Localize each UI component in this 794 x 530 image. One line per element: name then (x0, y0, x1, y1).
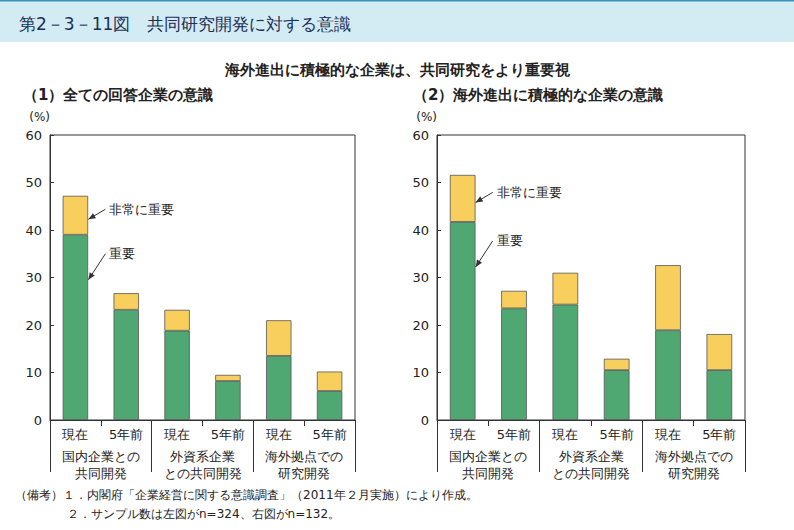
svg-text:10: 10 (25, 365, 42, 380)
svg-text:現在: 現在 (266, 427, 292, 442)
svg-text:60: 60 (25, 128, 42, 143)
svg-text:5年前: 5年前 (211, 427, 245, 442)
svg-text:外資系企業: 外資系企業 (170, 449, 235, 464)
svg-text:海外進出に積極的な企業は、共同研究をより重要視: 海外進出に積極的な企業は、共同研究をより重要視 (224, 61, 571, 79)
svg-text:非常に重要: 非常に重要 (497, 185, 562, 200)
svg-text:30: 30 (412, 270, 429, 285)
svg-text:5年前: 5年前 (702, 427, 736, 442)
svg-text:海外拠点での: 海外拠点での (655, 449, 733, 464)
svg-text:重要: 重要 (497, 233, 523, 248)
svg-text:研究開発: 研究開発 (278, 466, 330, 481)
svg-text:（備考）１．内閣府「企業経営に関する意識調査」（2011年２: （備考）１．内閣府「企業経営に関する意識調査」（2011年２月実施）により作成。 (15, 488, 478, 502)
svg-text:海外拠点での: 海外拠点での (265, 449, 343, 464)
svg-text:共同開発: 共同開発 (75, 466, 127, 481)
svg-text:40: 40 (25, 223, 42, 238)
svg-text:（2）海外進出に積極的な企業の意識: （2）海外進出に積極的な企業の意識 (413, 86, 663, 104)
svg-text:20: 20 (412, 318, 429, 333)
svg-text:国内企業との: 国内企業との (62, 449, 140, 464)
svg-text:現在: 現在 (450, 427, 476, 442)
svg-text:現在: 現在 (164, 427, 190, 442)
svg-text:国内企業との: 国内企業との (449, 449, 527, 464)
svg-text:（1）全ての回答企業の意識: （1）全ての回答企業の意識 (23, 86, 213, 104)
svg-text:10: 10 (412, 365, 429, 380)
svg-text:50: 50 (412, 175, 429, 190)
svg-text:30: 30 (25, 270, 42, 285)
svg-text:との共同開発: との共同開発 (552, 466, 630, 481)
svg-text:非常に重要: 非常に重要 (109, 202, 174, 217)
svg-text:(%): (%) (416, 110, 437, 124)
svg-text:現在: 現在 (62, 427, 88, 442)
svg-text:２．サンプル数は左図がn=324、右図がn=132。: ２．サンプル数は左図がn=324、右図がn=132。 (67, 507, 340, 521)
svg-text:0: 0 (421, 413, 429, 428)
svg-text:共同開発: 共同開発 (462, 466, 514, 481)
svg-text:60: 60 (412, 128, 429, 143)
svg-text:50: 50 (25, 175, 42, 190)
svg-text:20: 20 (25, 318, 42, 333)
svg-text:重要: 重要 (109, 246, 135, 261)
svg-text:との共同開発: との共同開発 (164, 466, 242, 481)
svg-text:(%): (%) (29, 110, 50, 124)
svg-text:外資系企業: 外資系企業 (559, 449, 624, 464)
svg-text:現在: 現在 (655, 427, 681, 442)
svg-text:現在: 現在 (552, 427, 578, 442)
svg-text:5年前: 5年前 (109, 427, 143, 442)
svg-text:研究開発: 研究開発 (668, 466, 720, 481)
svg-text:5年前: 5年前 (497, 427, 531, 442)
svg-text:5年前: 5年前 (600, 427, 634, 442)
svg-text:40: 40 (412, 223, 429, 238)
svg-text:第2－3－11図 共同研究開発に対する意識: 第2－3－11図 共同研究開発に対する意識 (19, 14, 351, 34)
svg-text:0: 0 (34, 413, 42, 428)
svg-text:5年前: 5年前 (312, 427, 346, 442)
